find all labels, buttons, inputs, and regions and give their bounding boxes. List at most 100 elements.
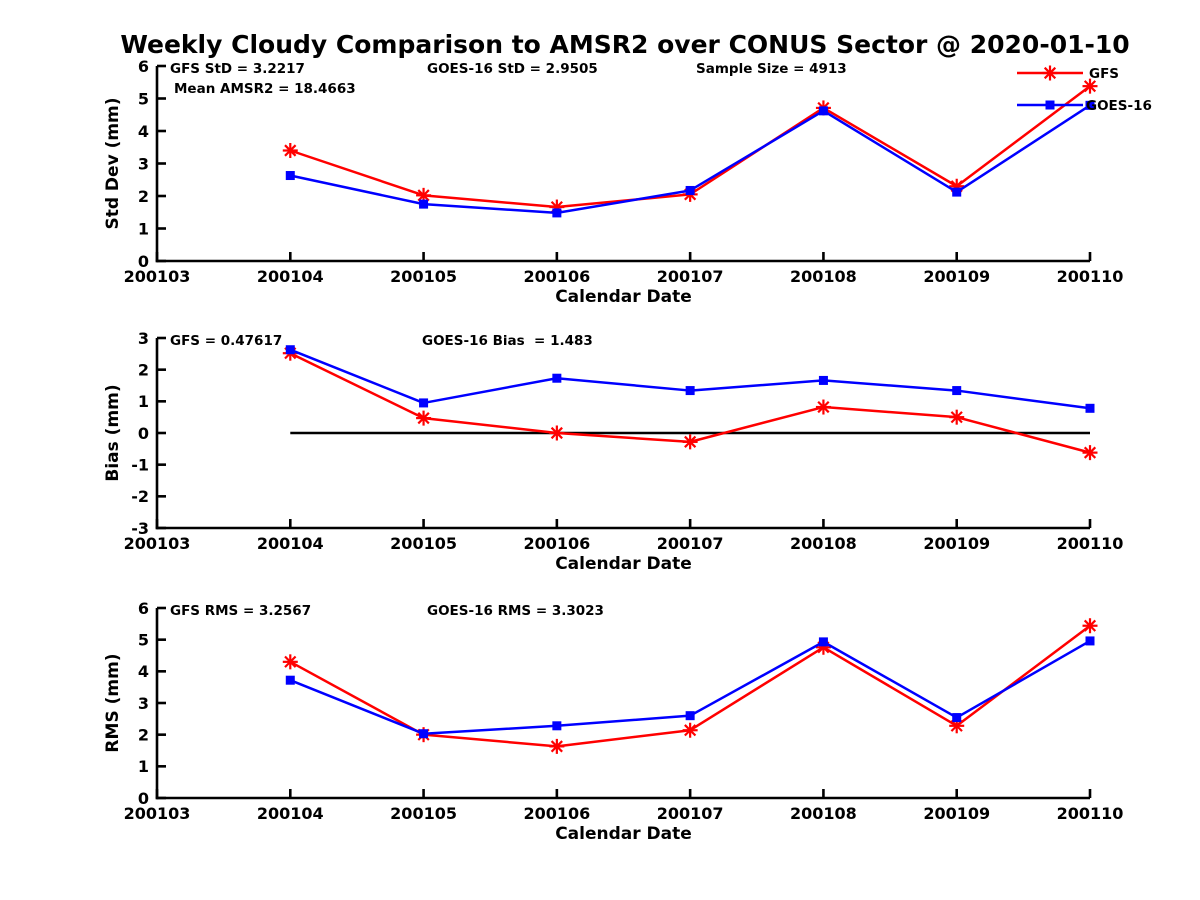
annotation-label: Sample Size = 4913 bbox=[696, 61, 847, 77]
data-point-marker bbox=[419, 398, 429, 408]
y-tick-label: 0 bbox=[138, 789, 149, 808]
x-axis-title: Calendar Date bbox=[555, 554, 692, 574]
y-tick-label: 4 bbox=[138, 122, 149, 141]
data-point-marker bbox=[285, 345, 295, 355]
data-point-marker bbox=[1085, 636, 1095, 646]
subplot-1: -3 -2 -1 0 1 2 3 200103 200104 200105 200106 200107… bbox=[103, 329, 1123, 574]
x-tick-label: 200107 bbox=[657, 534, 724, 553]
data-point-marker bbox=[949, 409, 965, 425]
y-tick-label: 2 bbox=[138, 187, 149, 206]
x-tick-label: 200103 bbox=[124, 534, 191, 553]
y-tick-label: 6 bbox=[138, 599, 149, 618]
y-tick-label: 3 bbox=[138, 329, 149, 348]
data-point-marker bbox=[1045, 100, 1055, 110]
data-point-marker bbox=[952, 187, 962, 197]
data-point-marker bbox=[552, 208, 562, 218]
data-point-marker bbox=[685, 386, 695, 396]
data-point-marker bbox=[552, 721, 562, 731]
data-point-marker bbox=[1085, 100, 1095, 110]
y-tick-label: 6 bbox=[138, 57, 149, 76]
legend-label-goes-16: GOES-16 bbox=[1086, 98, 1152, 114]
chart-title: Weekly Cloudy Comparison to AMSR2 over C… bbox=[120, 30, 1130, 59]
x-tick-label: 200109 bbox=[923, 804, 990, 823]
y-tick-label: 0 bbox=[138, 252, 149, 271]
data-point-marker bbox=[1042, 65, 1058, 81]
x-tick-label: 200106 bbox=[523, 804, 590, 823]
data-point-marker bbox=[1082, 618, 1098, 634]
data-point-marker bbox=[682, 722, 698, 738]
legend: GFS GOES-16 bbox=[1017, 65, 1152, 114]
data-point-marker bbox=[949, 718, 965, 734]
x-tick-label: 200105 bbox=[390, 804, 457, 823]
x-tick-label: 200104 bbox=[257, 534, 324, 553]
annotation-label: GFS = 0.47617 bbox=[170, 333, 282, 349]
annotation-label: GOES-16 Bias = 1.483 bbox=[422, 333, 593, 349]
x-tick-label: 200106 bbox=[523, 534, 590, 553]
x-tick-label: 200109 bbox=[923, 267, 990, 286]
x-tick-label: 200105 bbox=[390, 534, 457, 553]
data-point-marker bbox=[282, 143, 298, 158]
y-axis-title: RMS (mm) bbox=[103, 653, 123, 752]
y-tick-label: -2 bbox=[131, 487, 149, 506]
data-point-marker bbox=[1085, 403, 1095, 413]
x-tick-label: 200108 bbox=[790, 534, 857, 553]
series-line-goes-16 bbox=[289, 348, 1091, 410]
data-point-marker bbox=[818, 375, 828, 385]
y-tick-label: 5 bbox=[138, 630, 149, 649]
y-tick-label: -1 bbox=[131, 455, 149, 474]
x-tick-label: 200104 bbox=[257, 804, 324, 823]
y-tick-label: 1 bbox=[138, 219, 149, 238]
x-tick-label: 200103 bbox=[124, 804, 191, 823]
data-point-marker bbox=[1082, 445, 1098, 461]
x-tick-label: 200108 bbox=[790, 267, 857, 286]
x-tick-label: 200106 bbox=[523, 267, 590, 286]
y-tick-label: 2 bbox=[138, 360, 149, 379]
y-tick-label: -3 bbox=[131, 519, 149, 538]
data-point-marker bbox=[818, 637, 828, 647]
x-tick-label: 200104 bbox=[257, 267, 324, 286]
x-tick-label: 200107 bbox=[657, 267, 724, 286]
data-point-marker bbox=[685, 185, 695, 195]
x-tick-label: 200107 bbox=[657, 804, 724, 823]
data-point-marker bbox=[419, 199, 429, 209]
x-tick-label: 200110 bbox=[1057, 534, 1124, 553]
x-tick-label: 200110 bbox=[1057, 804, 1124, 823]
data-point-marker bbox=[549, 738, 565, 754]
y-tick-label: 1 bbox=[138, 757, 149, 776]
annotation-label: GOES-16 StD = 2.9505 bbox=[427, 61, 598, 77]
data-point-marker bbox=[549, 425, 565, 441]
data-point-marker bbox=[952, 386, 962, 396]
y-tick-label: 3 bbox=[138, 154, 149, 173]
data-point-marker bbox=[416, 410, 432, 426]
x-tick-label: 200108 bbox=[790, 804, 857, 823]
y-tick-label: 3 bbox=[138, 694, 149, 713]
y-axis-title: Bias (mm) bbox=[103, 384, 123, 481]
x-tick-label: 200109 bbox=[923, 534, 990, 553]
data-point-marker bbox=[685, 711, 695, 721]
annotation-label: GOES-16 RMS = 3.3023 bbox=[427, 603, 604, 619]
annotation-label: Mean AMSR2 = 18.4663 bbox=[174, 81, 356, 97]
x-tick-label: 200103 bbox=[124, 267, 191, 286]
y-tick-label: 4 bbox=[138, 662, 149, 681]
y-tick-label: 1 bbox=[138, 392, 149, 411]
data-point-marker bbox=[285, 171, 295, 181]
annotation-label: GFS RMS = 3.2567 bbox=[170, 603, 311, 619]
data-point-marker bbox=[682, 434, 698, 450]
subplot-0: 0 1 2 3 4 5 6 200103 200104 200105 200106 200107 200… bbox=[103, 57, 1123, 307]
data-point-marker bbox=[952, 713, 962, 723]
data-point-marker bbox=[815, 399, 831, 415]
y-tick-label: 0 bbox=[138, 424, 149, 443]
data-point-marker bbox=[1082, 78, 1098, 94]
y-axis-title: Std Dev (mm) bbox=[103, 97, 123, 229]
data-point-marker bbox=[552, 373, 562, 383]
subplot-2: 0 1 2 3 4 5 6 200103 200104 200105 200106 200107 200… bbox=[103, 599, 1123, 844]
x-tick-label: 200105 bbox=[390, 267, 457, 286]
data-point-marker bbox=[419, 729, 429, 739]
legend-label-gfs: GFS bbox=[1089, 66, 1119, 82]
data-point-marker bbox=[285, 675, 295, 685]
data-point-marker bbox=[818, 106, 828, 116]
annotation-label: GFS StD = 3.2217 bbox=[170, 61, 305, 77]
y-tick-label: 2 bbox=[138, 725, 149, 744]
